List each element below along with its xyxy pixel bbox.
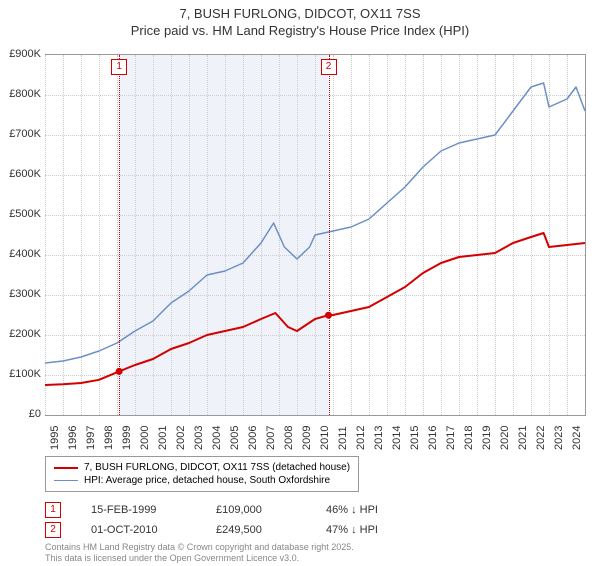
x-tick-label: 1995: [49, 426, 61, 450]
x-tick-label: 2010: [319, 426, 331, 450]
sale-date: 15-FEB-1999: [91, 504, 186, 516]
x-tick-label: 2004: [211, 426, 223, 450]
x-tick-label: 2024: [571, 426, 583, 450]
marker-line: [329, 55, 330, 415]
footnote-line1: Contains HM Land Registry data © Crown c…: [45, 542, 354, 552]
series-price_paid: [45, 233, 585, 385]
title-line1: 7, BUSH FURLONG, DIDCOT, OX11 7SS: [179, 6, 420, 21]
x-tick-label: 2017: [445, 426, 457, 450]
y-tick-label: £700K: [9, 128, 41, 140]
marker-line: [119, 55, 120, 415]
x-tick-label: 2019: [481, 426, 493, 450]
chart-svg: [45, 55, 585, 415]
x-tick-label: 2007: [265, 426, 277, 450]
series-hpi: [45, 83, 585, 363]
x-tick-label: 1999: [121, 426, 133, 450]
y-tick-label: £900K: [9, 48, 41, 60]
x-tick-label: 2022: [535, 426, 547, 450]
x-tick-label: 2008: [283, 426, 295, 450]
x-tick-label: 2003: [193, 426, 205, 450]
x-tick-label: 2016: [427, 426, 439, 450]
chart-container: 7, BUSH FURLONG, DIDCOT, OX11 7SS Price …: [0, 6, 600, 566]
x-tick-label: 2005: [229, 426, 241, 450]
y-tick-label: £600K: [9, 168, 41, 180]
x-tick-label: 2006: [247, 426, 259, 450]
sale-row: 2 01-OCT-2010 £249,500 47% ↓ HPI: [45, 520, 416, 540]
y-axis: £0£100K£200K£300K£400K£500K£600K£700K£80…: [0, 54, 43, 414]
marker-box: 1: [111, 59, 127, 75]
x-tick-label: 2009: [301, 426, 313, 450]
plot-area: 12: [45, 54, 586, 416]
footnote: Contains HM Land Registry data © Crown c…: [45, 542, 354, 564]
y-tick-label: £400K: [9, 248, 41, 260]
legend-swatch: [54, 480, 78, 481]
sale-diff: 47% ↓ HPI: [326, 524, 416, 536]
marker-box: 2: [321, 59, 337, 75]
y-tick-label: £300K: [9, 288, 41, 300]
chart-title: 7, BUSH FURLONG, DIDCOT, OX11 7SS Price …: [0, 6, 600, 40]
footnote-line2: This data is licensed under the Open Gov…: [45, 553, 299, 563]
title-line2: Price paid vs. HM Land Registry's House …: [131, 23, 469, 38]
x-tick-label: 2012: [355, 426, 367, 450]
legend-item: 7, BUSH FURLONG, DIDCOT, OX11 7SS (detac…: [54, 461, 350, 474]
legend: 7, BUSH FURLONG, DIDCOT, OX11 7SS (detac…: [45, 456, 359, 492]
x-tick-label: 2013: [373, 426, 385, 450]
x-axis: 1995 1996 1997 1998 1999 2000 2001 2002 2003 2004…: [45, 418, 585, 458]
x-tick-label: 2023: [553, 426, 565, 450]
x-tick-label: 2001: [157, 426, 169, 450]
legend-label: HPI: Average price, detached house, Sout…: [84, 475, 330, 486]
y-tick-label: £100K: [9, 368, 41, 380]
sale-marker: 1: [45, 502, 61, 518]
sale-row: 1 15-FEB-1999 £109,000 46% ↓ HPI: [45, 500, 416, 520]
y-tick-label: £0: [29, 408, 41, 420]
legend-label: 7, BUSH FURLONG, DIDCOT, OX11 7SS (detac…: [84, 462, 350, 473]
x-tick-label: 2014: [391, 426, 403, 450]
x-tick-label: 1998: [103, 426, 115, 450]
x-tick-label: 2015: [409, 426, 421, 450]
sale-price: £109,000: [216, 504, 296, 516]
x-tick-label: 1996: [67, 426, 79, 450]
x-tick-label: 1997: [85, 426, 97, 450]
sale-date: 01-OCT-2010: [91, 524, 186, 536]
sales-table: 1 15-FEB-1999 £109,000 46% ↓ HPI 2 01-OCT-201…: [45, 500, 416, 540]
y-tick-label: £800K: [9, 88, 41, 100]
y-tick-label: £200K: [9, 328, 41, 340]
x-tick-label: 2000: [139, 426, 151, 450]
x-tick-label: 2020: [499, 426, 511, 450]
sale-marker: 2: [45, 522, 61, 538]
sale-price: £249,500: [216, 524, 296, 536]
x-tick-label: 2011: [337, 426, 349, 450]
sale-diff: 46% ↓ HPI: [326, 504, 416, 516]
x-tick-label: 2002: [175, 426, 187, 450]
x-tick-label: 2018: [463, 426, 475, 450]
y-tick-label: £500K: [9, 208, 41, 220]
legend-item: HPI: Average price, detached house, Sout…: [54, 474, 350, 487]
x-tick-label: 2021: [517, 426, 529, 450]
legend-swatch: [54, 467, 78, 469]
